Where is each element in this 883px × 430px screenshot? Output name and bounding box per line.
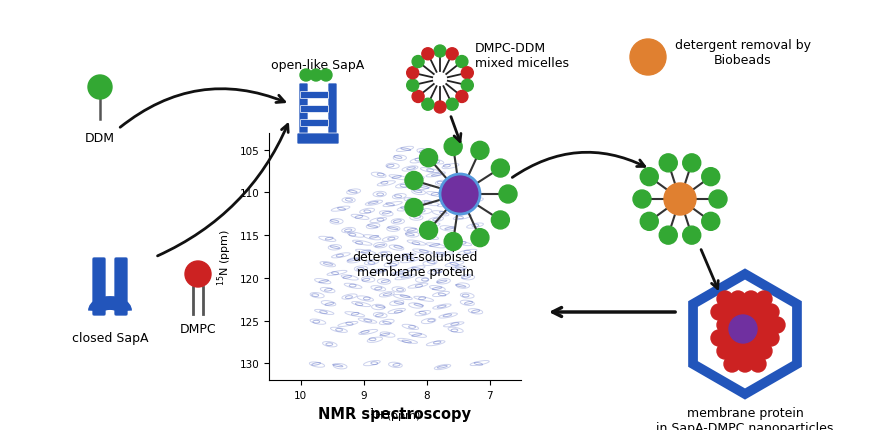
Circle shape <box>717 291 733 307</box>
Text: DDM: DDM <box>85 132 115 144</box>
Circle shape <box>320 70 332 82</box>
Circle shape <box>419 222 438 240</box>
Circle shape <box>434 102 446 114</box>
Circle shape <box>702 168 720 186</box>
Circle shape <box>633 190 651 209</box>
Circle shape <box>88 76 112 100</box>
Circle shape <box>724 330 740 346</box>
Circle shape <box>743 343 759 359</box>
FancyBboxPatch shape <box>300 120 328 127</box>
Circle shape <box>709 190 727 209</box>
Circle shape <box>405 172 423 190</box>
Circle shape <box>419 149 438 167</box>
Circle shape <box>756 343 772 359</box>
Circle shape <box>724 304 740 320</box>
Circle shape <box>711 330 727 346</box>
Circle shape <box>743 291 759 307</box>
FancyBboxPatch shape <box>297 134 339 144</box>
Circle shape <box>750 356 766 372</box>
Circle shape <box>683 227 701 245</box>
Circle shape <box>763 330 779 346</box>
FancyBboxPatch shape <box>114 258 128 316</box>
Circle shape <box>717 343 733 359</box>
Circle shape <box>730 343 746 359</box>
Circle shape <box>750 330 766 346</box>
Circle shape <box>737 356 753 372</box>
Circle shape <box>630 40 666 76</box>
Circle shape <box>737 330 753 346</box>
Circle shape <box>660 154 677 172</box>
Circle shape <box>717 317 733 333</box>
FancyBboxPatch shape <box>299 84 308 138</box>
Circle shape <box>683 154 701 172</box>
Circle shape <box>743 317 759 333</box>
Circle shape <box>711 304 727 320</box>
Text: NMR spectroscopy: NMR spectroscopy <box>318 406 472 421</box>
X-axis label: $^{1}$H (ppm): $^{1}$H (ppm) <box>369 406 421 424</box>
Circle shape <box>660 227 677 245</box>
Circle shape <box>499 186 517 203</box>
Circle shape <box>434 46 446 58</box>
Circle shape <box>300 70 312 82</box>
Circle shape <box>412 91 424 103</box>
Circle shape <box>422 49 434 61</box>
Circle shape <box>640 213 658 231</box>
FancyBboxPatch shape <box>300 92 328 99</box>
Text: detergent-solubised
membrane protein: detergent-solubised membrane protein <box>352 250 478 278</box>
Circle shape <box>491 212 509 230</box>
Circle shape <box>491 160 509 178</box>
Circle shape <box>440 175 480 215</box>
Circle shape <box>729 315 757 343</box>
Text: open-like SapA: open-like SapA <box>271 59 365 72</box>
Circle shape <box>444 138 462 156</box>
Text: membrane protein
in SapA-DMPC nanoparticles: membrane protein in SapA-DMPC nanopartic… <box>656 406 834 430</box>
Circle shape <box>446 99 458 111</box>
Circle shape <box>444 233 462 251</box>
Circle shape <box>407 80 419 92</box>
FancyBboxPatch shape <box>300 106 328 113</box>
Circle shape <box>422 99 434 111</box>
Circle shape <box>730 317 746 333</box>
Circle shape <box>185 261 211 287</box>
Circle shape <box>702 213 720 231</box>
Circle shape <box>737 304 753 320</box>
FancyBboxPatch shape <box>92 258 106 316</box>
Polygon shape <box>693 274 797 394</box>
Circle shape <box>769 317 785 333</box>
Text: detergent removal by
Biobeads: detergent removal by Biobeads <box>675 39 811 67</box>
Circle shape <box>456 56 468 68</box>
Text: DMPC-DDM
mixed micelles: DMPC-DDM mixed micelles <box>475 42 569 70</box>
Circle shape <box>461 80 473 92</box>
Circle shape <box>730 291 746 307</box>
Y-axis label: $^{15}$N (ppm): $^{15}$N (ppm) <box>215 228 234 286</box>
Circle shape <box>461 68 473 80</box>
Circle shape <box>756 317 772 333</box>
Circle shape <box>446 49 458 61</box>
Circle shape <box>724 356 740 372</box>
Circle shape <box>756 291 772 307</box>
Circle shape <box>471 229 489 247</box>
Circle shape <box>750 304 766 320</box>
Circle shape <box>405 199 423 217</box>
Circle shape <box>407 68 419 80</box>
Text: DMPC: DMPC <box>179 322 216 335</box>
Text: closed SapA: closed SapA <box>72 331 148 344</box>
Circle shape <box>471 142 489 160</box>
Circle shape <box>763 304 779 320</box>
Circle shape <box>456 91 468 103</box>
FancyBboxPatch shape <box>328 84 337 138</box>
Circle shape <box>664 184 696 215</box>
Circle shape <box>412 56 424 68</box>
Circle shape <box>640 168 658 186</box>
Circle shape <box>310 70 322 82</box>
